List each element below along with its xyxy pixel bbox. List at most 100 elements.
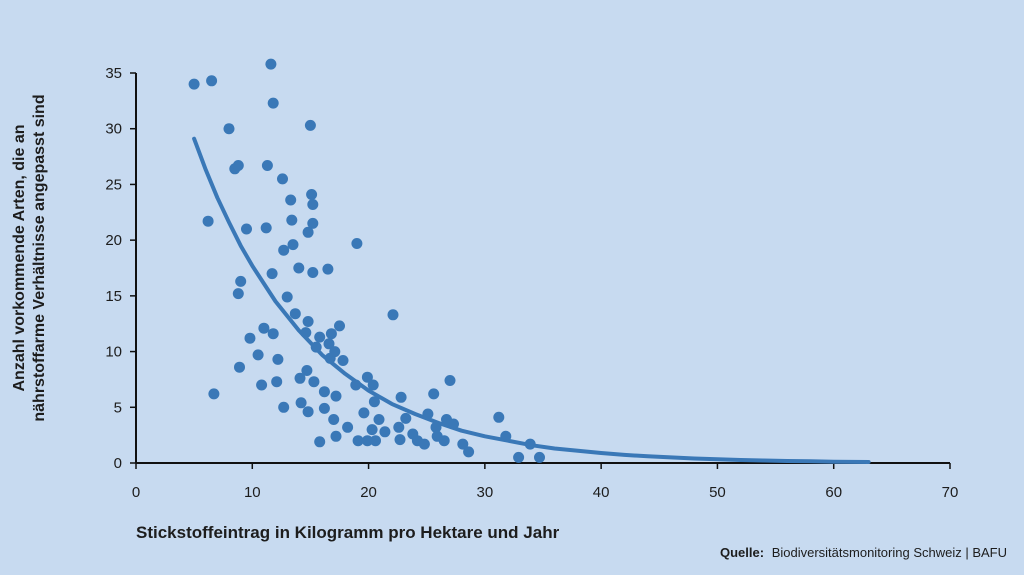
data-point [294, 372, 306, 384]
data-point [513, 451, 525, 463]
data-point [277, 173, 288, 185]
data-point [287, 239, 299, 251]
y-tick-label: 10 [105, 344, 122, 361]
data-point [367, 379, 379, 391]
x-tick-label: 30 [477, 484, 494, 501]
data-point [265, 58, 277, 70]
data-point [235, 275, 247, 287]
data-point [208, 388, 220, 400]
data-point [278, 401, 290, 413]
data-point [328, 414, 340, 425]
data-point [351, 238, 363, 249]
data-point [463, 446, 475, 458]
data-point [261, 160, 273, 171]
data-point [444, 375, 456, 386]
data-point [241, 223, 252, 235]
x-tick-label: 20 [360, 484, 377, 501]
data-point [234, 361, 245, 373]
data-point [302, 226, 314, 238]
data-point [358, 407, 370, 419]
data-point [500, 430, 512, 442]
y-tick-label: 25 [105, 176, 122, 193]
data-point [302, 406, 314, 418]
data-point [393, 421, 405, 433]
x-tick-label: 70 [942, 484, 959, 501]
y-axis-label-line-1: Anzahl vorkommende Arten, die an [11, 124, 28, 391]
data-point [281, 291, 293, 303]
data-point [252, 349, 264, 361]
data-point [330, 390, 342, 402]
x-tick-label: 60 [825, 484, 842, 501]
data-point [330, 430, 342, 442]
y-tick-label: 20 [105, 232, 122, 249]
data-point [422, 408, 434, 420]
data-point [202, 215, 214, 227]
x-tick-label: 0 [132, 484, 140, 501]
x-axis-ticks: 0 10 20 30 40 50 60 70 [132, 463, 959, 501]
y-tick-label: 30 [105, 121, 122, 138]
data-point [352, 435, 364, 447]
data-point [271, 376, 283, 388]
data-point [267, 97, 279, 109]
data-point [323, 338, 335, 350]
data-point [300, 327, 312, 339]
source-text: Biodiversitätsmonitoring Schweiz | BAFU [772, 545, 1007, 560]
data-point [366, 424, 378, 436]
x-tick-label: 40 [593, 484, 610, 501]
data-point [302, 316, 314, 327]
data-point [361, 371, 373, 383]
data-point [400, 412, 412, 424]
data-point [267, 328, 279, 340]
fit-curve [192, 136, 871, 464]
data-point [285, 194, 297, 206]
data-point [266, 268, 278, 280]
data-point [306, 189, 318, 200]
data-point [334, 320, 345, 332]
data-point [325, 328, 337, 340]
y-axis-label-line-2: nährstoffarme Verhältnisse angepasst sin… [31, 94, 48, 421]
fit-curve-group [192, 136, 871, 464]
data-point [318, 386, 330, 398]
x-tick-label: 50 [709, 484, 726, 501]
data-point [457, 438, 469, 450]
data-point [272, 353, 284, 365]
y-axis-label: Anzahl vorkommende Arten, die an nährsto… [11, 94, 48, 421]
y-tick-label: 0 [114, 455, 122, 472]
data-point [307, 217, 319, 229]
data-point [289, 308, 301, 320]
data-point [318, 402, 330, 414]
data-point [304, 119, 316, 131]
data-point [428, 388, 440, 400]
data-point [361, 435, 373, 447]
data-point [350, 379, 362, 391]
source-label: Quelle: [720, 545, 764, 560]
x-tick-label: 10 [244, 484, 261, 501]
data-point [370, 435, 381, 447]
data-point [373, 414, 385, 425]
data-point [524, 438, 536, 450]
data-point [310, 341, 322, 353]
data-point [307, 267, 319, 278]
data-point [418, 438, 430, 450]
data-point [493, 411, 505, 423]
data-point [448, 418, 459, 430]
y-tick-label: 35 [105, 65, 122, 82]
y-axis-ticks: 0 5 10 15 20 25 30 35 [105, 65, 136, 472]
y-tick-label: 15 [105, 288, 122, 305]
data-point [295, 397, 307, 409]
data-point [244, 332, 256, 344]
y-tick-label: 5 [114, 399, 122, 416]
data-point [232, 160, 244, 171]
data-point [286, 214, 298, 226]
data-point [394, 434, 406, 446]
data-point [314, 436, 326, 448]
data-point [223, 123, 235, 135]
data-point [387, 309, 399, 321]
data-point [258, 322, 270, 334]
source-note: Quelle: Biodiversitätsmonitoring Schweiz… [720, 545, 1007, 560]
data-point [260, 222, 272, 234]
data-points [188, 58, 545, 463]
data-point [337, 355, 349, 366]
data-point [278, 244, 290, 256]
